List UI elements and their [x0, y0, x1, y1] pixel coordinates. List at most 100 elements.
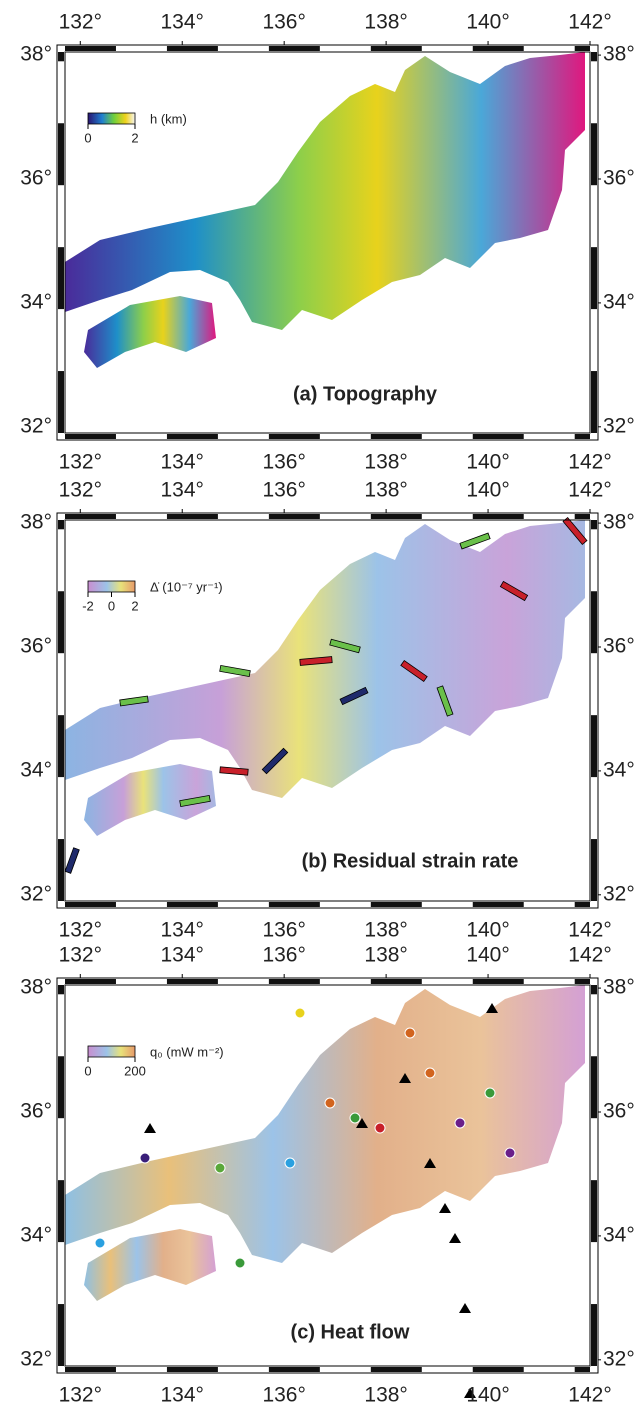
border-segment [58, 839, 64, 901]
lon-label: 132° [59, 11, 102, 34]
lon-label: 140° [466, 944, 509, 967]
lon-label: 140° [466, 479, 509, 502]
border-segment [473, 46, 524, 51]
border-segment [65, 1367, 116, 1372]
border-segment [58, 1056, 64, 1118]
colorbar-tick-label: -2 [82, 598, 94, 613]
lon-label: 132° [59, 479, 102, 502]
lon-label: 140° [466, 451, 509, 474]
lon-label: 134° [161, 479, 204, 502]
lat-label: 32° [603, 1347, 635, 1370]
lat-label: 36° [20, 1100, 52, 1123]
border-segment [591, 715, 597, 777]
border-segment [371, 434, 422, 439]
border-segment [167, 902, 218, 907]
lat-label: 38° [603, 511, 635, 534]
border-segment [591, 1180, 597, 1242]
border-segment [473, 979, 524, 984]
lat-label: 34° [603, 758, 635, 781]
border-segment [58, 123, 64, 185]
border-segment [269, 979, 320, 984]
border-segment [591, 371, 597, 433]
lon-label: 138° [364, 479, 407, 502]
border-segment [58, 985, 64, 994]
lon-label: 136° [262, 479, 305, 502]
border-segment [371, 1367, 422, 1372]
lat-label: 34° [20, 758, 52, 781]
colorbar [88, 1046, 135, 1057]
border-segment [473, 514, 524, 519]
border-segment [473, 902, 524, 907]
border-segment [575, 979, 590, 984]
figure: 132°132°134°134°136°136°138°138°140°140°… [0, 0, 642, 1407]
lat-label: 32° [603, 882, 635, 905]
lon-label: 136° [262, 1384, 305, 1407]
lon-label: 132° [59, 944, 102, 967]
lon-label: 132° [59, 1384, 102, 1407]
lon-label: 136° [262, 919, 305, 942]
lon-label: 142° [568, 451, 611, 474]
lat-label: 36° [20, 167, 52, 190]
lat-label: 38° [603, 43, 635, 66]
lon-label: 142° [568, 944, 611, 967]
border-segment [575, 46, 590, 51]
lon-label: 134° [161, 919, 204, 942]
border-segment [269, 1367, 320, 1372]
lon-label: 136° [262, 11, 305, 34]
border-segment [591, 591, 597, 653]
colorbar-label: q₀ (mW m⁻²) [150, 1044, 224, 1059]
lon-label: 138° [364, 1384, 407, 1407]
border-segment [269, 46, 320, 51]
panel-title: (b) Residual strain rate [302, 850, 519, 872]
colorbar-tick-label: 2 [131, 130, 138, 145]
panel: 132°132°134°134°136°136°138°138°140°140°… [20, 479, 635, 942]
lon-label: 136° [262, 451, 305, 474]
border-segment [591, 247, 597, 309]
border-segment [575, 434, 590, 439]
colorbar-tick-label: 200 [124, 1063, 146, 1078]
border-segment [58, 371, 64, 433]
border-segment [575, 902, 590, 907]
lat-label: 38° [603, 976, 635, 999]
border-segment [473, 1367, 524, 1372]
colorbar [88, 581, 135, 592]
border-segment [65, 902, 116, 907]
lon-label: 134° [161, 451, 204, 474]
lon-label: 132° [59, 451, 102, 474]
lon-label: 138° [364, 919, 407, 942]
lat-label: 34° [20, 290, 52, 313]
border-segment [167, 514, 218, 519]
border-segment [58, 591, 64, 653]
colorbar-label: Δ̇ (10⁻⁷ yr⁻¹) [150, 579, 223, 594]
lat-label: 34° [603, 290, 635, 313]
border-segment [591, 123, 597, 185]
panel: 132°132°134°134°136°136°138°138°140°140°… [20, 944, 635, 1407]
panel-title: (a) Topography [293, 383, 438, 405]
lon-label: 138° [364, 944, 407, 967]
colorbar [88, 113, 135, 124]
lon-label: 138° [364, 451, 407, 474]
border-segment [65, 514, 116, 519]
lon-label: 136° [262, 944, 305, 967]
lat-label: 38° [20, 511, 52, 534]
border-segment [371, 979, 422, 984]
lon-label: 142° [568, 11, 611, 34]
lon-label: 140° [466, 1384, 509, 1407]
border-segment [65, 434, 116, 439]
lat-label: 36° [603, 635, 635, 658]
panel-title: (c) Heat flow [291, 1321, 410, 1343]
lon-label: 134° [161, 11, 204, 34]
lon-label: 142° [568, 919, 611, 942]
border-segment [591, 839, 597, 901]
lon-label: 134° [161, 944, 204, 967]
border-segment [575, 514, 590, 519]
border-segment [167, 46, 218, 51]
lon-label: 142° [568, 1384, 611, 1407]
border-segment [269, 902, 320, 907]
colorbar-label: h (km) [150, 111, 187, 126]
lat-label: 32° [20, 414, 52, 437]
border-segment [371, 514, 422, 519]
panel: 132°132°134°134°136°136°138°138°140°140°… [20, 11, 635, 474]
border-segment [65, 46, 116, 51]
lon-label: 140° [466, 919, 509, 942]
